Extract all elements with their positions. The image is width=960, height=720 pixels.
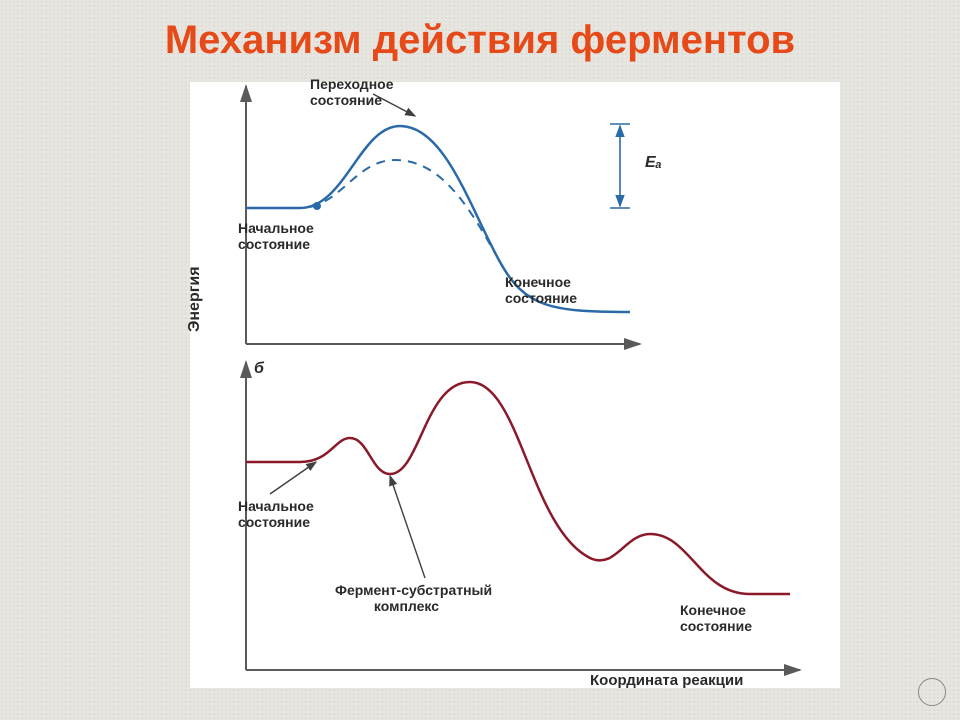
- x-axis-label: Координата реакции: [590, 672, 743, 689]
- bottom-label-fs: Фермент-субстратный комплекс: [335, 582, 492, 614]
- top-label-transition: Переходное состояние: [310, 76, 394, 108]
- top-curve-marker: [313, 202, 321, 210]
- bottom-initial-arrow: [270, 462, 316, 494]
- top-label-initial: Начальное состояние: [238, 220, 314, 252]
- page-title: Механизм действия ферментов: [0, 18, 960, 63]
- diagram-figure: Энергия Пе: [190, 82, 840, 688]
- top-chart: [190, 82, 840, 352]
- ea-label: Eₐ: [645, 154, 662, 172]
- bottom-label-final: Конечное состояние: [680, 602, 752, 634]
- top-label-final: Конечное состояние: [505, 274, 577, 306]
- bottom-fs-arrow: [390, 476, 425, 578]
- ea-bracket: [610, 124, 630, 208]
- bottom-label-initial: Начальное состояние: [238, 498, 314, 530]
- bottom-curve: [246, 382, 790, 594]
- corner-circle-icon: [918, 678, 946, 706]
